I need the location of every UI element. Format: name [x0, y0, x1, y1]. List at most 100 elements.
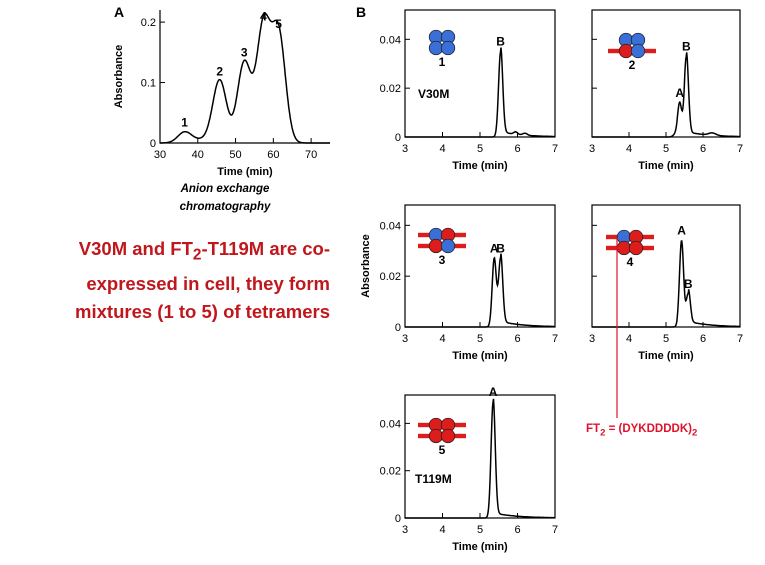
t119m-subunit — [616, 240, 632, 256]
chromatogram-trace — [592, 52, 740, 138]
chromatogram-trace — [405, 398, 555, 519]
x-tick-label: 7 — [552, 524, 558, 536]
ft2-definition: FT2 = (DYKDDDDK)2 — [586, 423, 698, 439]
peak-label: A — [675, 86, 684, 100]
x-tick-label: 6 — [514, 333, 520, 345]
x-tick-label: 5 — [663, 333, 669, 345]
x-tick-label: 4 — [439, 143, 445, 155]
tetramer-icon: 3 — [418, 227, 466, 267]
y-tick-label: 0.02 — [380, 83, 401, 95]
v30m-subunit — [630, 43, 646, 59]
tetramer-number: 1 — [439, 55, 446, 69]
x-tick-label: 7 — [737, 333, 743, 345]
chart-B1: 3 4 5 6 7 0 0.02 0.04 Time (min) B V30M 1 — [380, 9, 558, 172]
x-tick-label: 3 — [402, 524, 408, 536]
x-tick-label: 6 — [514, 143, 520, 155]
peak-label: A — [677, 224, 686, 238]
plot-frame — [404, 394, 556, 519]
chromatogram-trace — [405, 253, 555, 328]
plot-frame — [591, 9, 741, 138]
y-tick-label: 0 — [395, 322, 401, 334]
y-tick-label: 0.04 — [380, 220, 401, 232]
peak-label: 5 — [275, 17, 282, 31]
t119m-subunit — [428, 238, 444, 254]
peak-label: 2 — [216, 64, 223, 78]
chromatogram-trace — [160, 12, 330, 144]
x-tick-label: 70 — [305, 149, 317, 161]
x-tick-label: 30 — [154, 149, 166, 161]
peak-label: B — [496, 35, 505, 49]
panel-letter-b: B — [356, 4, 366, 20]
x-tick-label: 3 — [402, 143, 408, 155]
x-axis-label: Time (min) — [638, 160, 694, 172]
x-tick-label: 7 — [552, 143, 558, 155]
chart-B4: 3 4 5 6 7 Time (min) A B 4 — [589, 204, 743, 362]
tetramer-number: 2 — [629, 58, 636, 72]
plot-frame — [404, 9, 556, 138]
y-tick-label: 0.02 — [380, 271, 401, 283]
sample-label: V30M — [418, 87, 449, 101]
x-tick-label: 6 — [700, 143, 706, 155]
x-tick-label: 40 — [192, 149, 204, 161]
peak-label: 4 — [260, 9, 267, 23]
peak-label: A — [489, 385, 498, 399]
y-axis-label: Absorbance — [360, 234, 372, 298]
x-axis-label: Time (min) — [452, 541, 508, 553]
chart-B5: 3 4 5 6 7 0 0.02 0.04 Time (min) A T119M 5 — [380, 385, 558, 553]
chart-B2: 3 4 5 6 7 Time (min) A B 2 — [589, 9, 743, 172]
t119m-subunit — [440, 428, 456, 444]
plot-frame — [591, 204, 741, 328]
x-tick-label: 5 — [663, 143, 669, 155]
x-tick-label: 50 — [229, 149, 241, 161]
v30m-subunit — [440, 238, 456, 254]
tetramer-icon: 2 — [608, 32, 656, 72]
tetramer-number: 5 — [439, 443, 446, 457]
caption-text: V30M and FT2-T119M are co-expressed in c… — [75, 238, 330, 322]
chromatogram-trace — [592, 240, 741, 328]
peak-label: B — [684, 277, 693, 291]
chromatogram-trace — [405, 47, 555, 138]
x-tick-label: 5 — [477, 333, 483, 345]
peak-label: 1 — [181, 116, 188, 130]
t119m-subunit — [618, 43, 634, 59]
peak-label: B — [496, 241, 505, 255]
x-axis-label: Time (min) — [217, 166, 273, 178]
x-axis-label: Time (min) — [638, 350, 694, 362]
t119m-subunit — [428, 428, 444, 444]
v30m-subunit — [440, 40, 456, 56]
y-axis-label: Absorbance — [113, 45, 125, 109]
x-tick-label: 3 — [589, 143, 595, 155]
x-axis-label: Time (min) — [452, 160, 508, 172]
plot-frame — [404, 204, 556, 328]
x-tick-label: 60 — [267, 149, 279, 161]
y-tick-label: 0.04 — [380, 418, 401, 430]
tetramer-icon: 5 — [418, 417, 466, 457]
x-tick-label: 4 — [626, 333, 632, 345]
tetramer-icon: 1 — [428, 29, 456, 69]
y-tick-label: 0.02 — [380, 466, 401, 478]
y-tick-label: 0 — [395, 513, 401, 525]
x-tick-label: 6 — [700, 333, 706, 345]
tetramer-number: 3 — [439, 253, 446, 267]
peak-label: B — [682, 39, 691, 53]
sample-label: T119M — [415, 472, 452, 486]
method-label: Anion exchange chromatography — [179, 183, 271, 213]
peak-label: 3 — [241, 46, 248, 60]
y-tick-label: 0.1 — [141, 78, 156, 90]
y-tick-label: 0.04 — [380, 34, 401, 46]
x-tick-label: 5 — [477, 143, 483, 155]
x-tick-label: 3 — [589, 333, 595, 345]
chart-A: 30 40 50 60 70 0 0.1 0.2 Time (min) Absorbance 1 2 3… — [113, 9, 330, 178]
tetramer-icon: 4 — [606, 229, 654, 269]
x-tick-label: 7 — [552, 333, 558, 345]
x-tick-label: 4 — [626, 143, 632, 155]
x-tick-label: 7 — [737, 143, 743, 155]
peak-label: A — [490, 241, 499, 255]
y-tick-label: 0.2 — [141, 17, 156, 29]
x-tick-label: 6 — [514, 524, 520, 536]
v30m-subunit — [428, 40, 444, 56]
x-tick-label: 5 — [477, 524, 483, 536]
chart-B3: 3 4 5 6 7 0 0.02 0.04 Time (min) Absorbance AB 3 — [360, 204, 558, 362]
x-tick-label: 3 — [402, 333, 408, 345]
